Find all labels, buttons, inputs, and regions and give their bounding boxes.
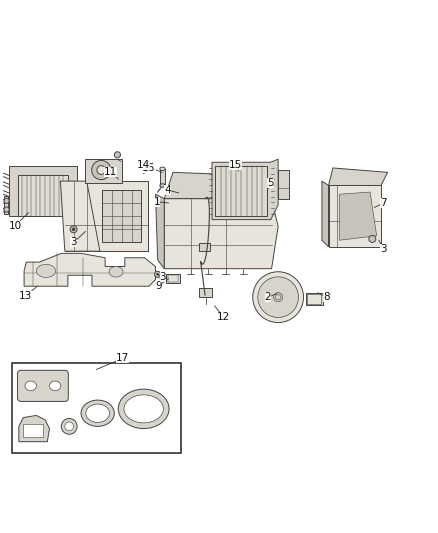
- Ellipse shape: [72, 228, 75, 231]
- Ellipse shape: [155, 271, 161, 278]
- Text: 3: 3: [159, 272, 166, 282]
- Polygon shape: [155, 194, 164, 269]
- Polygon shape: [19, 415, 49, 442]
- Ellipse shape: [49, 381, 61, 391]
- Ellipse shape: [258, 277, 298, 318]
- Ellipse shape: [81, 400, 114, 426]
- Ellipse shape: [160, 184, 165, 187]
- Polygon shape: [339, 192, 377, 240]
- Ellipse shape: [160, 167, 165, 171]
- Bar: [215, 166, 267, 216]
- Polygon shape: [24, 253, 155, 286]
- Polygon shape: [65, 181, 148, 251]
- Bar: [12, 363, 181, 453]
- Polygon shape: [278, 170, 289, 199]
- Text: 10: 10: [9, 221, 22, 231]
- Bar: [307, 294, 321, 304]
- Polygon shape: [328, 168, 388, 185]
- Polygon shape: [85, 159, 122, 183]
- FancyBboxPatch shape: [18, 370, 68, 401]
- Polygon shape: [212, 159, 278, 220]
- Text: 12: 12: [217, 312, 230, 322]
- Text: 4: 4: [164, 185, 171, 195]
- Polygon shape: [23, 424, 43, 437]
- Text: 9: 9: [155, 281, 162, 291]
- Polygon shape: [328, 185, 381, 247]
- Polygon shape: [102, 190, 141, 243]
- Text: 3: 3: [380, 244, 387, 254]
- Ellipse shape: [253, 272, 304, 322]
- Text: 1: 1: [153, 197, 160, 207]
- Ellipse shape: [92, 160, 111, 180]
- Bar: [199, 288, 212, 297]
- Ellipse shape: [124, 395, 163, 423]
- Polygon shape: [164, 172, 285, 199]
- Ellipse shape: [25, 381, 36, 391]
- Text: 7: 7: [380, 198, 387, 208]
- Text: 16: 16: [142, 163, 155, 173]
- Ellipse shape: [109, 266, 123, 277]
- Text: 13: 13: [19, 291, 32, 301]
- Text: 15: 15: [229, 160, 242, 170]
- Ellipse shape: [369, 236, 376, 243]
- Ellipse shape: [114, 152, 120, 158]
- Ellipse shape: [70, 226, 77, 233]
- Ellipse shape: [156, 273, 159, 276]
- Bar: [306, 293, 323, 305]
- Text: 17: 17: [116, 353, 129, 364]
- Polygon shape: [164, 199, 278, 269]
- Bar: [199, 243, 210, 251]
- Ellipse shape: [4, 198, 9, 204]
- Text: 2: 2: [265, 292, 272, 302]
- Ellipse shape: [276, 295, 281, 300]
- Text: 3: 3: [70, 237, 77, 247]
- Polygon shape: [60, 181, 100, 251]
- Text: 5: 5: [267, 178, 274, 188]
- Bar: [18, 174, 68, 216]
- Ellipse shape: [4, 207, 9, 212]
- Text: 14: 14: [137, 160, 150, 170]
- Bar: [168, 275, 178, 282]
- Ellipse shape: [36, 264, 56, 278]
- Text: 8: 8: [323, 292, 330, 302]
- Bar: [166, 273, 180, 283]
- Polygon shape: [9, 166, 77, 216]
- Polygon shape: [322, 181, 328, 247]
- Ellipse shape: [118, 389, 169, 429]
- Ellipse shape: [274, 293, 283, 302]
- Ellipse shape: [86, 404, 110, 423]
- Ellipse shape: [65, 422, 74, 431]
- Bar: [160, 169, 165, 185]
- Ellipse shape: [61, 418, 77, 434]
- Text: 11: 11: [104, 167, 117, 177]
- Polygon shape: [4, 197, 8, 214]
- Ellipse shape: [97, 166, 106, 174]
